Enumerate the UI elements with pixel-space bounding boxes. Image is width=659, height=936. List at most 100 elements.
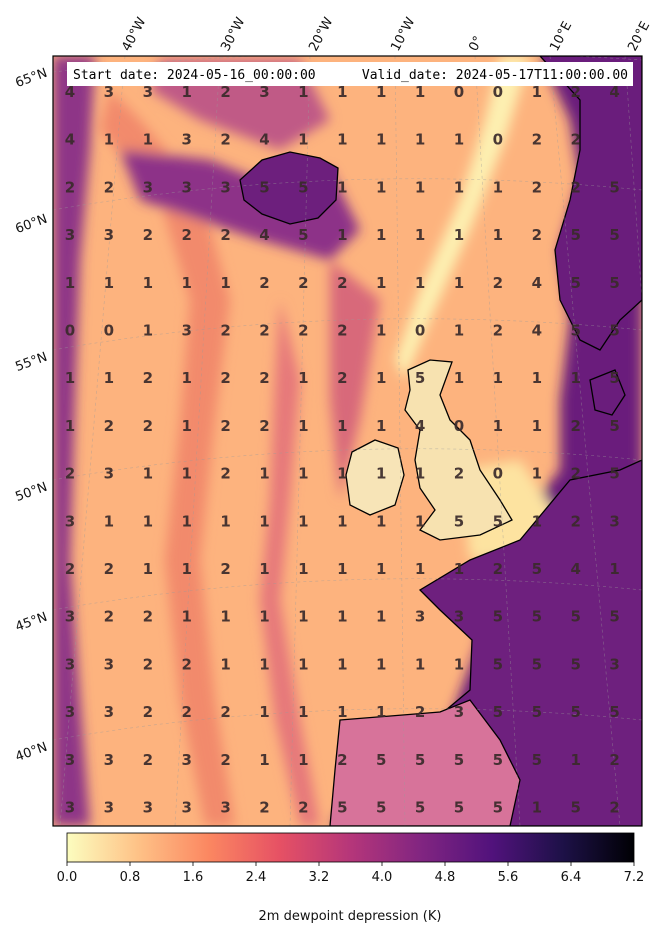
grid-value: 1	[181, 512, 191, 530]
grid-value: 0	[493, 465, 503, 483]
grid-value: 5	[570, 703, 580, 721]
grid-value: 4	[259, 131, 269, 149]
grid-value: 2	[570, 512, 580, 530]
grid-value: 2	[570, 83, 580, 101]
grid-value: 5	[532, 655, 542, 673]
grid-value: 2	[532, 226, 542, 244]
grid-value: 5	[454, 799, 464, 817]
grid-value: 1	[337, 512, 347, 530]
grid-value: 5	[454, 512, 464, 530]
grid-value: 1	[65, 274, 75, 292]
grid-value: 3	[609, 512, 619, 530]
grid-value: 2	[337, 751, 347, 769]
grid-value: 1	[454, 274, 464, 292]
grid-value: 3	[104, 465, 114, 483]
grid-value: 1	[415, 178, 425, 196]
grid-value: 5	[532, 751, 542, 769]
grid-value: 5	[415, 369, 425, 387]
grid-value: 1	[65, 369, 75, 387]
grid-value: 2	[259, 322, 269, 340]
grid-value: 1	[532, 417, 542, 435]
grid-value: 1	[454, 560, 464, 578]
grid-value: 3	[104, 655, 114, 673]
lat-label: 45°N	[13, 610, 49, 635]
grid-value: 5	[570, 322, 580, 340]
grid-value: 3	[609, 655, 619, 673]
grid-value: 1	[570, 369, 580, 387]
grid-value: 1	[415, 131, 425, 149]
grid-value: 5	[493, 512, 503, 530]
grid-value: 1	[493, 369, 503, 387]
grid-value: 2	[143, 751, 153, 769]
grid-value: 1	[532, 799, 542, 817]
lon-label: 10°W	[388, 15, 418, 54]
grid-value: 5	[532, 560, 542, 578]
grid-value: 1	[454, 178, 464, 196]
grid-value: 1	[376, 322, 386, 340]
grid-value: 5	[570, 274, 580, 292]
grid-value: 1	[609, 560, 619, 578]
parallel-50n	[53, 448, 642, 481]
stripe-mid-1	[260, 300, 320, 826]
grid-value: 1	[376, 226, 386, 244]
grid-value: 1	[454, 655, 464, 673]
parallel-40n	[53, 708, 642, 741]
grid-value: 2	[337, 274, 347, 292]
colorbar-label: 2m dewpoint depression (K)	[259, 909, 442, 924]
grid-value: 1	[298, 83, 308, 101]
grid-value: 3	[415, 608, 425, 626]
grid-value: 1	[532, 512, 542, 530]
grid-value: 1	[454, 369, 464, 387]
grid-value: 1	[415, 512, 425, 530]
grid-value: 1	[493, 226, 503, 244]
iceland-land	[239, 151, 339, 225]
grid-value: 1	[415, 655, 425, 673]
grid-value: 1	[337, 465, 347, 483]
lat-label: 65°N	[13, 66, 49, 91]
grid-value: 1	[376, 655, 386, 673]
grid-value: 1	[298, 751, 308, 769]
grid-value: 1	[259, 703, 269, 721]
meridian-20e	[624, 56, 642, 301]
grid-value: 2	[220, 131, 230, 149]
grid-value: 1	[259, 608, 269, 626]
grid-value: 3	[65, 703, 75, 721]
grid-value: 5	[609, 178, 619, 196]
grid-value: 3	[104, 751, 114, 769]
grid-value: 5	[415, 799, 425, 817]
grid-value: 3	[104, 226, 114, 244]
grid-value: 1	[220, 512, 230, 530]
grid-value: 1	[415, 83, 425, 101]
grid-value: 1	[337, 655, 347, 673]
colorbar-tick-label: 5.6	[498, 870, 519, 885]
grid-value: 2	[220, 465, 230, 483]
meridian-40w	[59, 56, 126, 826]
grid-value: 5	[337, 799, 347, 817]
lon-label: 20°E	[625, 19, 653, 54]
grid-value: 0	[104, 322, 114, 340]
grid-value: 4	[532, 322, 542, 340]
grid-value: 1	[259, 465, 269, 483]
colorbar-tick-label: 6.4	[561, 870, 582, 885]
grid-value: 3	[65, 512, 75, 530]
grid-value: 1	[337, 226, 347, 244]
scandinavia-land	[539, 56, 642, 351]
grid-value: 3	[143, 799, 153, 817]
colorbar-tick-label: 0.8	[120, 870, 141, 885]
meridian-20w	[289, 56, 311, 826]
colorbar-tick-label: 0.0	[57, 870, 78, 885]
grid-value: 1	[298, 703, 308, 721]
grid-value: 2	[415, 703, 425, 721]
grid-value: 1	[104, 512, 114, 530]
grid-value: 1	[220, 274, 230, 292]
grid-value: 3	[454, 608, 464, 626]
graticule	[53, 56, 642, 826]
grid-value: 2	[220, 369, 230, 387]
grid-value: 2	[65, 560, 75, 578]
grid-value: 3	[104, 703, 114, 721]
grid-value: 5	[609, 417, 619, 435]
valid-date-label: Valid_date: 2024-05-17T11:00:00.00	[362, 68, 628, 83]
grid-value: 1	[181, 465, 191, 483]
iberia-land	[329, 699, 521, 826]
grid-value: 2	[220, 703, 230, 721]
